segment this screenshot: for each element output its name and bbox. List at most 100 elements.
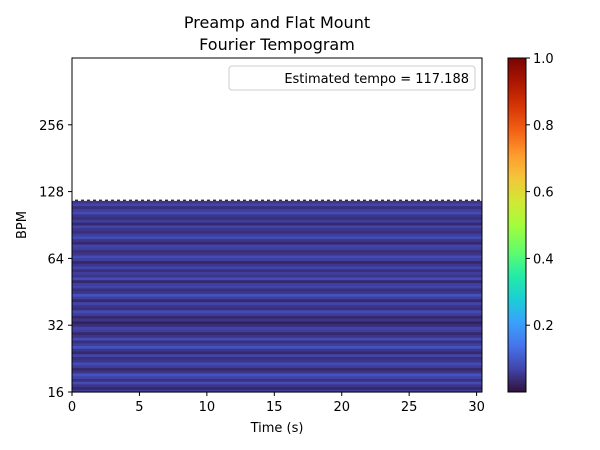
- heatmap-band: [72, 260, 482, 264]
- heatmap-band: [72, 235, 482, 240]
- heatmap-band: [72, 312, 482, 316]
- heatmap-band: [72, 328, 482, 333]
- heatmap-band: [72, 290, 482, 294]
- colorbar-ticks: 0.2 0.4 0.6 0.8 1.0: [526, 52, 554, 334]
- heatmap-band: [72, 348, 482, 352]
- heatmap-band: [72, 249, 482, 253]
- x-tick-label: 0: [68, 400, 76, 415]
- heatmap-band: [72, 296, 482, 300]
- heatmap-band: [72, 364, 482, 368]
- heatmap-band: [72, 271, 482, 275]
- heatmap-band: [72, 233, 482, 237]
- y-tick-label: 32: [47, 319, 64, 334]
- y-tick-label: 256: [39, 119, 64, 134]
- x-tick-label: 15: [266, 400, 283, 415]
- colorbar: [507, 57, 527, 393]
- colorbar-tick-label: 0.6: [533, 186, 554, 201]
- heatmap-band: [72, 375, 482, 379]
- heatmap-band: [72, 279, 482, 283]
- heatmap-band: [72, 298, 482, 303]
- colorbar-tick-label: 0.2: [533, 319, 554, 334]
- heatmap-band: [72, 386, 482, 390]
- legend: Estimated tempo = 117.188: [228, 65, 476, 91]
- heatmap-band: [72, 216, 482, 220]
- chart-title-line-1: Preamp and Flat Mount: [184, 13, 370, 32]
- x-tick-label: 25: [401, 400, 418, 415]
- heatmap-band: [72, 293, 482, 297]
- heatmap-band: [72, 381, 482, 385]
- legend-label: Estimated tempo = 117.188: [284, 72, 469, 87]
- plot-frame: [71, 57, 483, 393]
- heatmap-band: [72, 356, 482, 360]
- heatmap-band: [72, 208, 482, 212]
- heatmap-band: [72, 252, 482, 256]
- heatmap-band: [72, 287, 482, 292]
- heatmap-band: [72, 383, 482, 388]
- heatmap-band: [72, 276, 482, 281]
- heatmap-band: [72, 265, 482, 270]
- heatmap-band: [72, 230, 482, 234]
- heatmap-band: [72, 205, 482, 209]
- heatmap-band: [72, 213, 482, 218]
- heatmap-band: [72, 268, 482, 272]
- heatmap-band: [72, 320, 482, 325]
- chart-title-line-2: Fourier Tempogram: [199, 35, 355, 54]
- heatmap-band: [72, 227, 482, 231]
- x-axis: 0 5 10 15 20 25 30: [68, 392, 485, 415]
- x-tick-label: 30: [468, 400, 485, 415]
- heatmap-band: [72, 307, 482, 311]
- colorbar-tick-label: 0.8: [533, 119, 554, 134]
- y-axis-label: BPM: [15, 211, 30, 239]
- heatmap-band: [72, 263, 482, 267]
- heatmap-band: [72, 224, 482, 229]
- heatmap-band: [72, 222, 482, 226]
- colorbar-tick-label: 0.4: [533, 252, 554, 267]
- x-axis-label: Time (s): [250, 421, 304, 436]
- heatmap-band: [72, 350, 482, 355]
- legend-box: [228, 65, 476, 91]
- heatmap-band: [72, 337, 482, 341]
- heatmap-band: [72, 304, 482, 308]
- heatmap-band: [72, 211, 482, 215]
- heatmap-band: [72, 257, 482, 262]
- y-tick-label: 64: [47, 252, 64, 267]
- heatmap-band: [72, 378, 482, 382]
- heatmap-band: [72, 282, 482, 286]
- heatmap-band: [72, 361, 482, 366]
- heatmap-band: [72, 389, 482, 393]
- heatmap-band: [72, 254, 482, 259]
- heatmap-band: [72, 285, 482, 289]
- heatmap-band: [72, 238, 482, 242]
- heatmap-band: [72, 317, 482, 322]
- colorbar-tick-label: 1.0: [533, 52, 554, 67]
- heatmap-band: [72, 331, 482, 336]
- heatmap-band: [72, 315, 482, 319]
- heatmap-band: [72, 334, 482, 338]
- heatmap-band: [72, 200, 482, 204]
- x-tick-label: 5: [135, 400, 143, 415]
- heatmap-band: [72, 353, 482, 357]
- heatmap: [72, 200, 482, 393]
- y-axis: 16 32 64 128 256: [39, 119, 72, 401]
- heatmap-band: [72, 370, 482, 374]
- y-tick-label: 128: [39, 186, 64, 201]
- heatmap-band: [72, 309, 482, 314]
- heatmap-band: [72, 372, 482, 377]
- heatmap-band: [72, 326, 482, 330]
- heatmap-band: [72, 339, 482, 344]
- y-tick-label: 16: [47, 386, 64, 401]
- heatmap-band: [72, 359, 482, 363]
- heatmap-band: [72, 243, 482, 248]
- heatmap-band: [72, 345, 482, 349]
- x-tick-label: 20: [333, 400, 350, 415]
- heatmap-band: [72, 323, 482, 327]
- x-tick-label: 10: [199, 400, 216, 415]
- heatmap-band: [72, 219, 482, 223]
- heatmap-band: [72, 367, 482, 371]
- heatmap-band: [72, 301, 482, 305]
- heatmap-band: [72, 202, 482, 207]
- heatmap-band: [72, 342, 482, 346]
- heatmap-band: [72, 241, 482, 245]
- heatmap-band: [72, 274, 482, 278]
